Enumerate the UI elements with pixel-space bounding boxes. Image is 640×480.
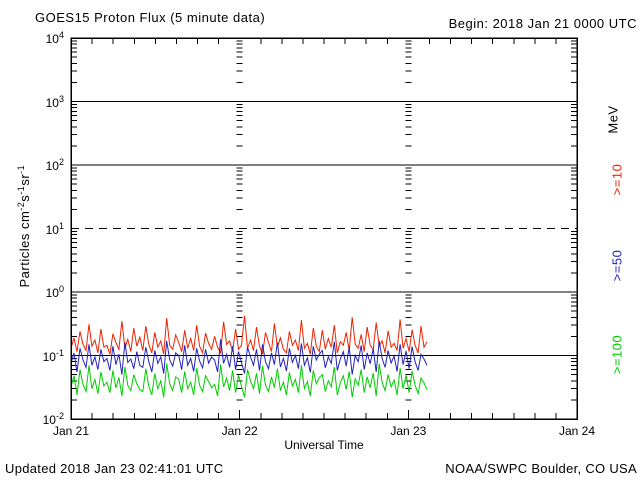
legend-unit-label: MeV — [605, 105, 621, 134]
begin-time-label: Begin: 2018 Jan 21 0000 UTC — [448, 16, 637, 31]
chart-title: GOES15 Proton Flux (5 minute data) — [35, 10, 266, 25]
x-axis-title: Universal Time — [284, 438, 364, 452]
updated-timestamp: Updated 2018 Jan 23 02:41:01 UTC — [5, 461, 224, 476]
legend-entry-ge10: >=10 — [609, 163, 625, 196]
y-tick-label-1e0: 100 — [45, 284, 64, 300]
y-tick-label-1e2: 102 — [45, 157, 64, 173]
plot-frame — [70, 37, 578, 420]
y-axis-title-sup1: -2 — [15, 201, 26, 211]
x-tick-label-jan-22: Jan 22 — [221, 424, 258, 438]
y-tick-label-1e-1: 10-1 — [42, 347, 64, 364]
x-tick-label-jan-21: Jan 21 — [52, 424, 90, 438]
y-axis-title-sup3: -1 — [15, 164, 26, 174]
legend-entry-ge50: >=50 — [609, 249, 625, 282]
y-axis-title-mid1: s — [17, 194, 33, 202]
source-attribution: NOAA/SWPC Boulder, CO USA — [445, 461, 637, 476]
y-tick-label-1e3: 103 — [45, 93, 64, 110]
x-tick-label-jan-23: Jan 23 — [390, 424, 427, 438]
y-axis-title-mid2: sr — [17, 173, 33, 186]
y-tick-label-1e1: 101 — [45, 220, 64, 237]
y-tick-label-1e4: 104 — [45, 30, 64, 46]
series-trace-gege100 — [70, 363, 428, 398]
y-tick-label-1e-2: 10-2 — [42, 411, 64, 427]
series-trace-gege10 — [70, 315, 428, 355]
legend-entry-ge100: >=100 — [609, 334, 625, 375]
x-tick-label-jan-24: Jan 24 — [558, 424, 596, 438]
series-trace-gege50 — [70, 339, 428, 375]
y-axis-title-sup2: -1 — [15, 185, 26, 195]
